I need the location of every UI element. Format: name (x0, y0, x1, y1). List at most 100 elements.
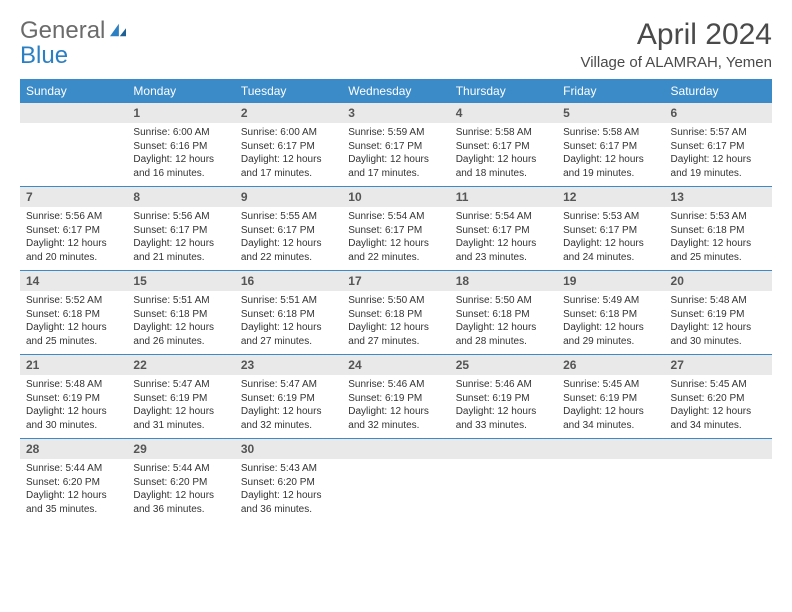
daylight-text-1: Daylight: 12 hours (133, 153, 228, 167)
sunrise-text: Sunrise: 5:45 AM (563, 378, 658, 392)
calendar-week-row: 14Sunrise: 5:52 AMSunset: 6:18 PMDayligh… (20, 271, 772, 355)
daylight-text-2: and 25 minutes. (26, 335, 121, 349)
calendar-cell: 16Sunrise: 5:51 AMSunset: 6:18 PMDayligh… (235, 271, 342, 355)
daylight-text-2: and 36 minutes. (133, 503, 228, 517)
day-content: Sunrise: 5:52 AMSunset: 6:18 PMDaylight:… (20, 291, 127, 354)
daylight-text-2: and 30 minutes. (671, 335, 766, 349)
daylight-text-1: Daylight: 12 hours (456, 405, 551, 419)
calendar-cell: 2Sunrise: 6:00 AMSunset: 6:17 PMDaylight… (235, 103, 342, 187)
header: GeneralBlue April 2024 Village of ALAMRA… (20, 18, 772, 71)
sunrise-text: Sunrise: 5:49 AM (563, 294, 658, 308)
day-content: Sunrise: 5:47 AMSunset: 6:19 PMDaylight:… (235, 375, 342, 438)
day-number: 14 (20, 271, 127, 291)
day-number: 2 (235, 103, 342, 123)
calendar-cell (557, 439, 664, 523)
sunset-text: Sunset: 6:17 PM (456, 140, 551, 154)
day-content (450, 459, 557, 517)
calendar-cell: 25Sunrise: 5:46 AMSunset: 6:19 PMDayligh… (450, 355, 557, 439)
day-content: Sunrise: 5:51 AMSunset: 6:18 PMDaylight:… (235, 291, 342, 354)
day-content (20, 123, 127, 181)
sunrise-text: Sunrise: 5:50 AM (456, 294, 551, 308)
sunset-text: Sunset: 6:19 PM (348, 392, 443, 406)
daylight-text-1: Daylight: 12 hours (241, 237, 336, 251)
daylight-text-2: and 19 minutes. (563, 167, 658, 181)
day-number (557, 439, 664, 459)
weekday-header-row: Sunday Monday Tuesday Wednesday Thursday… (20, 79, 772, 103)
day-number: 23 (235, 355, 342, 375)
day-content: Sunrise: 5:54 AMSunset: 6:17 PMDaylight:… (342, 207, 449, 270)
calendar-cell: 26Sunrise: 5:45 AMSunset: 6:19 PMDayligh… (557, 355, 664, 439)
day-content: Sunrise: 5:58 AMSunset: 6:17 PMDaylight:… (557, 123, 664, 186)
sunset-text: Sunset: 6:19 PM (241, 392, 336, 406)
day-content: Sunrise: 5:57 AMSunset: 6:17 PMDaylight:… (665, 123, 772, 186)
day-number (450, 439, 557, 459)
sunrise-text: Sunrise: 5:53 AM (671, 210, 766, 224)
day-content (342, 459, 449, 517)
daylight-text-1: Daylight: 12 hours (456, 321, 551, 335)
sunset-text: Sunset: 6:17 PM (348, 224, 443, 238)
day-content: Sunrise: 5:46 AMSunset: 6:19 PMDaylight:… (450, 375, 557, 438)
daylight-text-1: Daylight: 12 hours (26, 237, 121, 251)
calendar-week-row: 1Sunrise: 6:00 AMSunset: 6:16 PMDaylight… (20, 103, 772, 187)
daylight-text-2: and 34 minutes. (563, 419, 658, 433)
sunset-text: Sunset: 6:17 PM (563, 224, 658, 238)
daylight-text-2: and 25 minutes. (671, 251, 766, 265)
day-content: Sunrise: 5:53 AMSunset: 6:17 PMDaylight:… (557, 207, 664, 270)
daylight-text-2: and 22 minutes. (241, 251, 336, 265)
day-number: 15 (127, 271, 234, 291)
day-number: 6 (665, 103, 772, 123)
daylight-text-2: and 29 minutes. (563, 335, 658, 349)
day-content: Sunrise: 5:59 AMSunset: 6:17 PMDaylight:… (342, 123, 449, 186)
sunrise-text: Sunrise: 5:46 AM (456, 378, 551, 392)
day-number: 1 (127, 103, 234, 123)
sunrise-text: Sunrise: 5:48 AM (26, 378, 121, 392)
sunset-text: Sunset: 6:19 PM (671, 308, 766, 322)
sunset-text: Sunset: 6:18 PM (348, 308, 443, 322)
sunrise-text: Sunrise: 5:57 AM (671, 126, 766, 140)
daylight-text-1: Daylight: 12 hours (671, 405, 766, 419)
title-location: Village of ALAMRAH, Yemen (580, 54, 772, 71)
sunset-text: Sunset: 6:18 PM (563, 308, 658, 322)
sunrise-text: Sunrise: 5:44 AM (26, 462, 121, 476)
calendar-cell: 28Sunrise: 5:44 AMSunset: 6:20 PMDayligh… (20, 439, 127, 523)
sunrise-text: Sunrise: 5:46 AM (348, 378, 443, 392)
calendar-cell: 7Sunrise: 5:56 AMSunset: 6:17 PMDaylight… (20, 187, 127, 271)
daylight-text-1: Daylight: 12 hours (563, 321, 658, 335)
sunset-text: Sunset: 6:17 PM (348, 140, 443, 154)
day-content: Sunrise: 5:58 AMSunset: 6:17 PMDaylight:… (450, 123, 557, 186)
calendar-cell: 11Sunrise: 5:54 AMSunset: 6:17 PMDayligh… (450, 187, 557, 271)
daylight-text-2: and 23 minutes. (456, 251, 551, 265)
logo: GeneralBlue (20, 18, 130, 68)
daylight-text-1: Daylight: 12 hours (671, 153, 766, 167)
daylight-text-2: and 28 minutes. (456, 335, 551, 349)
day-number: 8 (127, 187, 234, 207)
calendar-cell: 3Sunrise: 5:59 AMSunset: 6:17 PMDaylight… (342, 103, 449, 187)
day-number: 7 (20, 187, 127, 207)
day-number: 29 (127, 439, 234, 459)
daylight-text-1: Daylight: 12 hours (671, 321, 766, 335)
day-number: 9 (235, 187, 342, 207)
daylight-text-2: and 17 minutes. (348, 167, 443, 181)
day-number: 18 (450, 271, 557, 291)
sunset-text: Sunset: 6:20 PM (26, 476, 121, 490)
daylight-text-2: and 36 minutes. (241, 503, 336, 517)
calendar-cell: 18Sunrise: 5:50 AMSunset: 6:18 PMDayligh… (450, 271, 557, 355)
calendar-cell: 21Sunrise: 5:48 AMSunset: 6:19 PMDayligh… (20, 355, 127, 439)
day-content: Sunrise: 5:45 AMSunset: 6:19 PMDaylight:… (557, 375, 664, 438)
sunrise-text: Sunrise: 6:00 AM (241, 126, 336, 140)
daylight-text-2: and 32 minutes. (241, 419, 336, 433)
sunrise-text: Sunrise: 5:54 AM (348, 210, 443, 224)
calendar-cell: 13Sunrise: 5:53 AMSunset: 6:18 PMDayligh… (665, 187, 772, 271)
day-number: 24 (342, 355, 449, 375)
daylight-text-2: and 24 minutes. (563, 251, 658, 265)
calendar-week-row: 7Sunrise: 5:56 AMSunset: 6:17 PMDaylight… (20, 187, 772, 271)
sunset-text: Sunset: 6:20 PM (241, 476, 336, 490)
day-number: 4 (450, 103, 557, 123)
day-number: 22 (127, 355, 234, 375)
daylight-text-1: Daylight: 12 hours (133, 321, 228, 335)
weekday-header: Sunday (20, 79, 127, 103)
sunrise-text: Sunrise: 5:47 AM (241, 378, 336, 392)
day-number: 5 (557, 103, 664, 123)
day-content: Sunrise: 5:55 AMSunset: 6:17 PMDaylight:… (235, 207, 342, 270)
sunset-text: Sunset: 6:18 PM (671, 224, 766, 238)
